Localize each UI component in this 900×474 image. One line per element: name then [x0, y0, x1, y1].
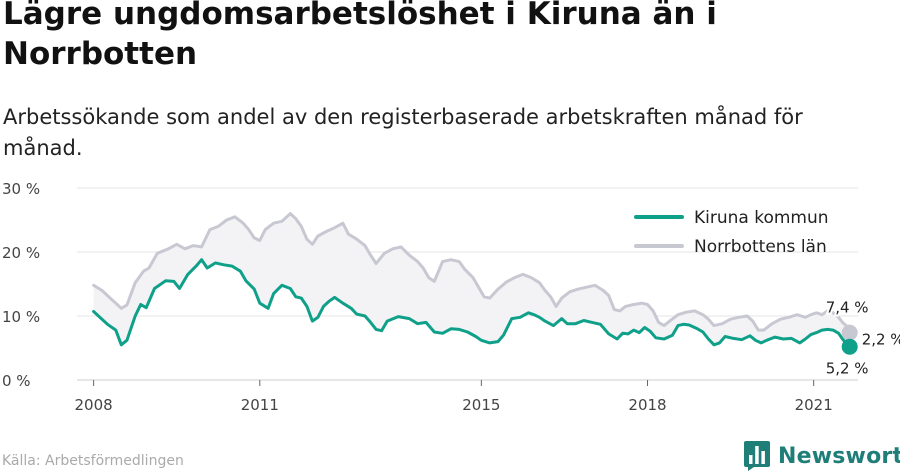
line-chart: 0 % 10 % 20 % 30 % 2008 2011 2015 2018 2021 7,4 %…	[2, 180, 900, 414]
legend-label: Norrbottens län	[694, 237, 827, 257]
x-tick-label: 2011	[241, 396, 279, 414]
x-tick-label: 2008	[75, 396, 113, 414]
series-line-norrbotten	[92, 212, 852, 335]
y-tick-label: 10 %	[2, 308, 40, 326]
source-note: Källa: Arbetsförmedlingen	[2, 453, 184, 469]
chart-title: Lägre ungdomsarbetslöshet i Kiruna än i …	[3, 0, 717, 72]
y-tick-label: 30 %	[2, 180, 40, 198]
end-label-norrbotten: 7,4 %	[826, 299, 869, 317]
y-tick-label: 0 %	[2, 372, 31, 390]
brand-logo: Newsworthy	[744, 441, 900, 471]
bar-chart-logo-icon	[744, 441, 770, 471]
x-tick-label: 2021	[795, 396, 833, 414]
chart-subtitle: Arbetssökande som andel av den registerb…	[3, 105, 803, 160]
difference-label: 2,2 %	[862, 331, 900, 349]
end-point-norrbotten	[841, 324, 858, 341]
difference-band	[93, 213, 850, 347]
y-tick-label: 20 %	[2, 244, 40, 262]
brand-name: Newsworthy	[778, 443, 900, 469]
x-tick-label: 2015	[462, 396, 500, 414]
end-label-kiruna: 5,2 %	[826, 360, 869, 378]
end-point-kiruna	[841, 338, 858, 355]
x-tick-label: 2018	[628, 396, 666, 414]
series-line-kiruna	[92, 258, 852, 349]
legend-label: Kiruna kommun	[694, 208, 829, 228]
